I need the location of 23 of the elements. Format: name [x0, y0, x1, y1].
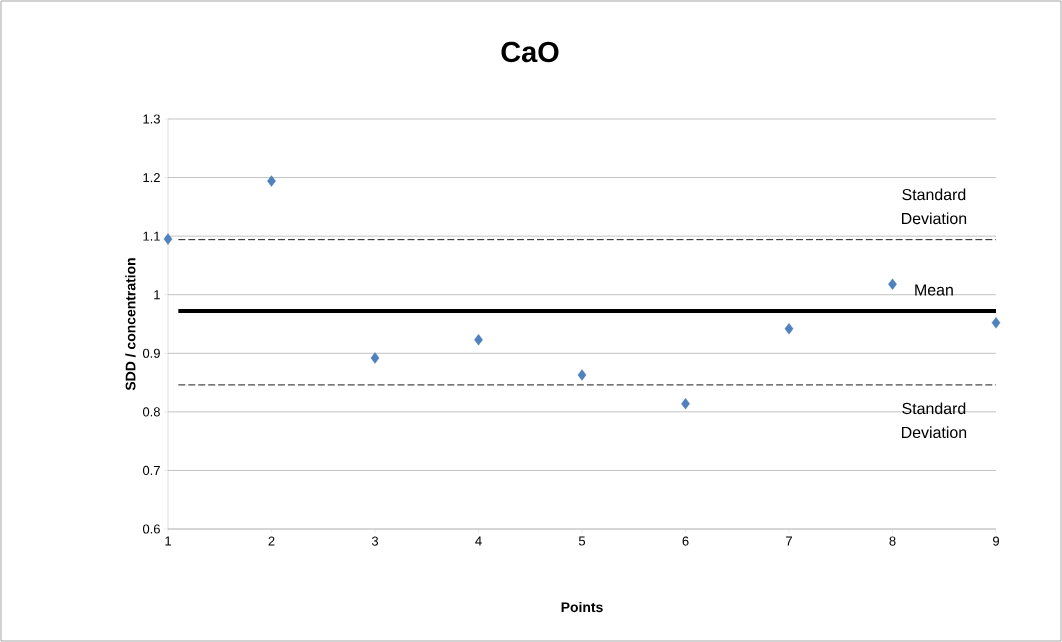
y-tick-label: 0.6 — [142, 524, 160, 534]
x-axis-title: Points — [561, 601, 603, 613]
ref-line-label: Standard Deviation — [902, 188, 967, 225]
x-tick-label: 8 — [889, 536, 896, 546]
ref-line-label: Mean — [915, 284, 953, 296]
x-tick-label: 5 — [578, 536, 586, 546]
y-tick-label: 1 — [154, 290, 160, 300]
x-tick-label: 2 — [268, 536, 275, 546]
ref-line-label: Standard Deviation — [902, 402, 967, 439]
y-tick-label: 0.8 — [142, 407, 160, 417]
x-tick-label: 9 — [993, 536, 999, 546]
x-tick-label: 4 — [475, 536, 482, 546]
y-axis-title: SDD / concentration — [125, 258, 136, 391]
y-tick-label: 0.7 — [142, 465, 160, 476]
chart-title: CaO — [501, 41, 559, 63]
x-tick-label: 7 — [786, 536, 792, 546]
x-tick-label: 1 — [165, 536, 171, 546]
x-tick-label: 6 — [682, 536, 689, 546]
y-tick-label: 1.3 — [143, 114, 160, 124]
y-tick-label: 1.1 — [143, 231, 160, 241]
y-tick-label: 1.2 — [143, 173, 160, 183]
y-tick-label: 0.9 — [142, 348, 160, 358]
x-tick-label: 3 — [371, 536, 379, 546]
